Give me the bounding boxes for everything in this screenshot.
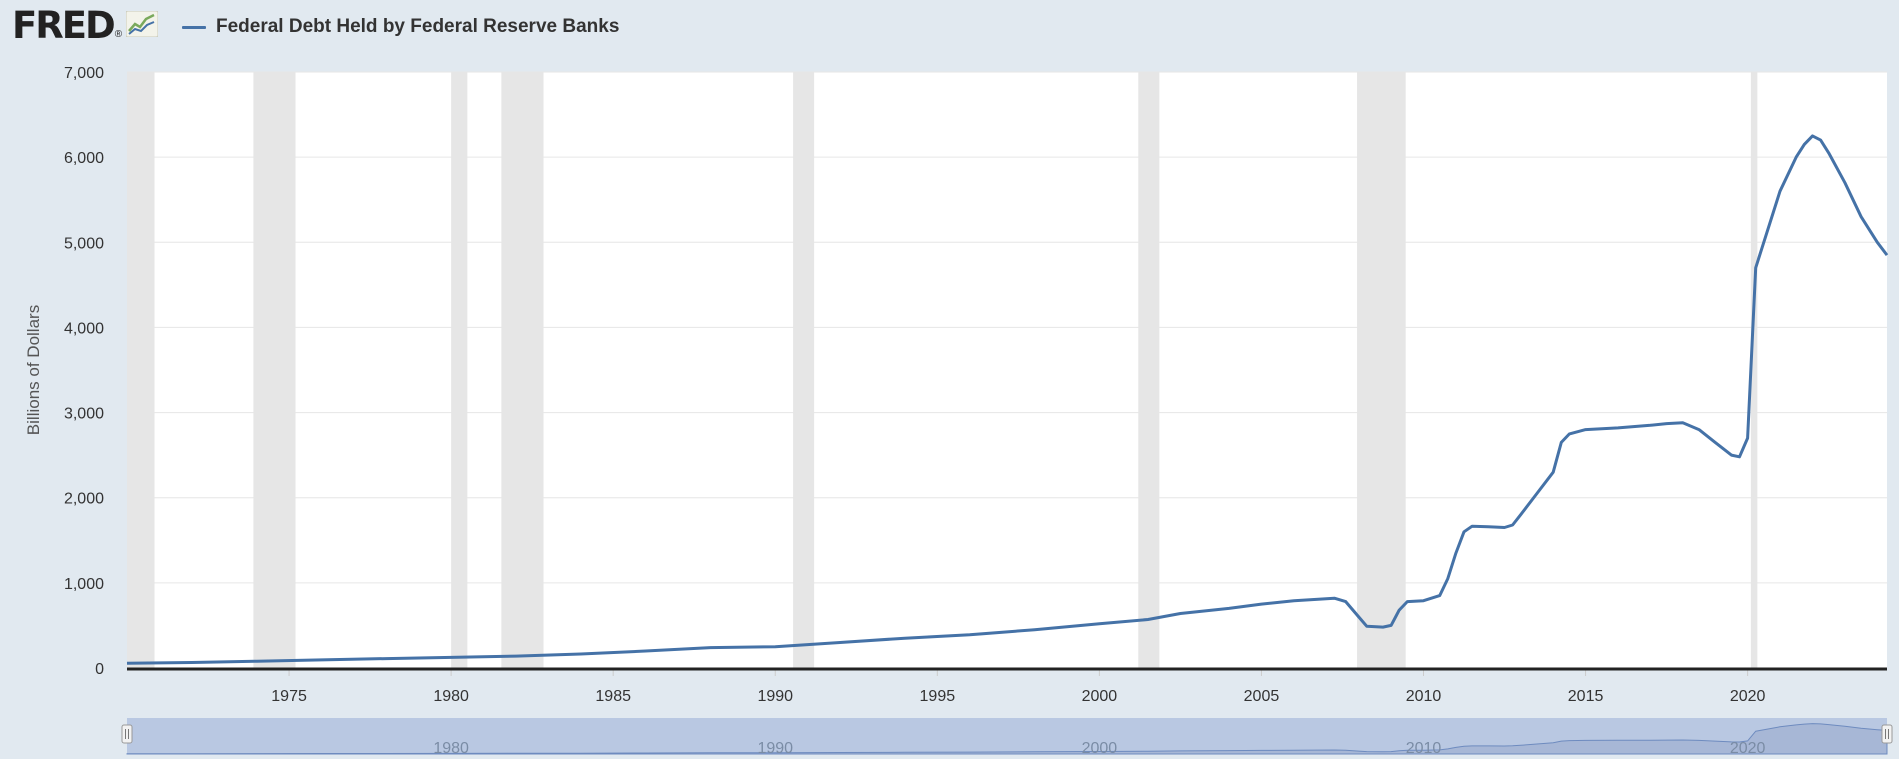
chart-header: FRED ® Federal Debt Held by Federal Rese…	[0, 0, 1899, 60]
x-tick-label: 2015	[1568, 688, 1604, 705]
y-tick-label: 2,000	[64, 491, 104, 508]
x-axis-ticks: 1975 1980 1985 1990 1995 2000 2005 2010 2015 2020	[271, 668, 1766, 705]
x-tick-label: 1990	[757, 688, 793, 705]
y-axis-title: Billions of Dollars	[24, 305, 43, 435]
x-tick-label: 1980	[433, 688, 469, 705]
x-tick-label: 1985	[595, 688, 631, 705]
range-navigator[interactable]: 1980 1990 2000 2010 2020	[121, 718, 1893, 757]
navigator-tick-label: 1990	[757, 740, 793, 757]
recession-band	[1357, 72, 1406, 668]
recession-band	[793, 72, 815, 668]
legend-label: Federal Debt Held by Federal Reserve Ban…	[216, 16, 620, 37]
x-tick-label: 2000	[1082, 688, 1118, 705]
navigator-area	[126, 723, 1888, 755]
x-tick-label: 1975	[271, 688, 307, 705]
navigator-right-handle[interactable]	[1881, 724, 1893, 744]
recession-band	[1138, 72, 1160, 668]
y-axis-ticks: 0 1,000 2,000 3,000 4,000 5,000 6,000 7,000	[64, 65, 104, 678]
navigator-tick-label: 2010	[1406, 740, 1442, 757]
x-tick-label: 2010	[1406, 688, 1442, 705]
recession-bands	[127, 72, 1887, 668]
y-tick-label: 3,000	[64, 406, 104, 423]
y-tick-label: 0	[95, 661, 104, 678]
y-tick-label: 6,000	[64, 150, 104, 167]
x-tick-label: 1995	[920, 688, 956, 705]
plot-background	[127, 72, 1887, 668]
navigator-tick-label: 2000	[1082, 740, 1118, 757]
navigator-tick-label: 2020	[1730, 740, 1766, 757]
x-tick-label: 2020	[1730, 688, 1766, 705]
series-line[interactable]	[126, 134, 1889, 665]
y-tick-label: 5,000	[64, 235, 104, 252]
chart-legend[interactable]: Federal Debt Held by Federal Reserve Ban…	[182, 16, 619, 38]
recession-band	[451, 72, 468, 668]
x-tick-label: 2005	[1244, 688, 1280, 705]
y-gridlines	[127, 71, 1887, 584]
legend-swatch	[182, 25, 206, 29]
navigator-left-handle[interactable]	[121, 724, 133, 744]
y-tick-label: 7,000	[64, 65, 104, 82]
recession-band	[127, 72, 155, 668]
recession-band	[1750, 72, 1758, 668]
logo-registered-mark: ®	[114, 29, 123, 40]
recession-band	[501, 72, 544, 668]
y-tick-label: 4,000	[64, 320, 104, 337]
y-tick-label: 1,000	[64, 576, 104, 593]
logo-text: FRED	[12, 4, 116, 47]
recession-band	[253, 72, 296, 668]
fred-logo[interactable]: FRED ®	[12, 4, 159, 48]
navigator-tick-label: 1980	[433, 740, 469, 757]
